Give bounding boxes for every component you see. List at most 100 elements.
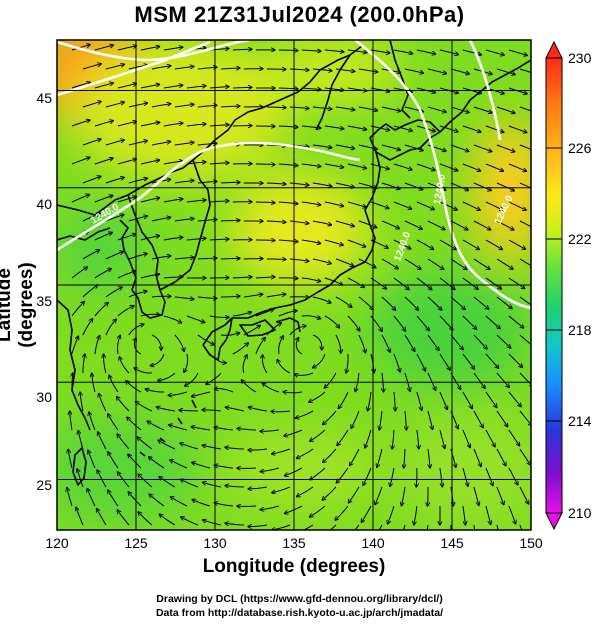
streamline xyxy=(214,465,233,469)
streamline xyxy=(473,182,492,191)
x-tick-labels: 120 125 130 135 140 145 150 xyxy=(45,535,543,551)
credit-data-source: Data from http://database.rish.kyoto-u.a… xyxy=(155,607,444,619)
streamline xyxy=(414,505,418,525)
streamline xyxy=(197,334,215,345)
streamline xyxy=(94,302,109,317)
streamline xyxy=(67,488,73,507)
streamline xyxy=(237,428,256,430)
streamline xyxy=(105,287,122,298)
streamline xyxy=(140,236,160,241)
streamline xyxy=(301,277,321,282)
streamline xyxy=(151,256,171,260)
streamline xyxy=(119,357,130,374)
streamline xyxy=(68,449,73,469)
x-axis-label: Longitude (degrees) xyxy=(202,556,386,577)
streamlines xyxy=(67,45,531,530)
streamline xyxy=(127,417,142,431)
streamline xyxy=(439,239,457,250)
streamline xyxy=(450,144,469,151)
colorbar-label: 218 xyxy=(568,322,592,338)
colorbar-top-triangle xyxy=(545,40,563,59)
streamline xyxy=(310,467,326,480)
streamline xyxy=(519,334,531,348)
streamline xyxy=(202,410,221,411)
x-tick-label: 120 xyxy=(45,535,69,551)
streamline xyxy=(197,181,217,183)
streamline xyxy=(485,239,503,250)
streamline xyxy=(358,220,377,228)
streamline xyxy=(181,517,199,526)
streamline xyxy=(209,163,229,164)
streamline xyxy=(381,296,396,310)
x-tick-label: 135 xyxy=(282,535,306,551)
streamline xyxy=(496,106,515,113)
streamline xyxy=(370,201,389,208)
streamline xyxy=(416,468,417,487)
streamline xyxy=(209,239,229,240)
streamline xyxy=(312,69,332,71)
streamline xyxy=(416,391,422,411)
streamline xyxy=(170,497,188,507)
chart-title: MSM 21Z31Jul2024 (200.0hPa) xyxy=(134,2,465,27)
streamline xyxy=(170,460,188,469)
streamline xyxy=(390,467,395,487)
streamline xyxy=(159,514,176,526)
streamline xyxy=(168,391,188,395)
streamline xyxy=(163,123,183,127)
grid xyxy=(57,40,531,530)
streamline xyxy=(140,274,160,279)
streamline xyxy=(462,201,480,210)
streamline xyxy=(379,410,383,430)
colorbar-label: 226 xyxy=(568,140,592,156)
streamline xyxy=(117,510,130,526)
streamline xyxy=(197,67,217,69)
streamline xyxy=(485,277,502,289)
streamline xyxy=(134,338,142,355)
streamline xyxy=(117,434,130,450)
streamline xyxy=(462,163,481,171)
streamline xyxy=(99,393,107,412)
streamline xyxy=(404,296,419,310)
streamline xyxy=(97,508,107,526)
y-tick-label: 40 xyxy=(36,196,52,212)
streamline xyxy=(347,315,360,331)
streamline xyxy=(405,410,407,430)
streamline xyxy=(186,315,205,323)
streamline xyxy=(98,432,107,450)
streamline xyxy=(508,391,521,407)
streamline xyxy=(255,240,275,241)
streamline xyxy=(508,49,528,56)
streamline xyxy=(225,447,244,449)
streamline xyxy=(255,337,265,355)
streamline xyxy=(324,315,340,328)
streamline xyxy=(450,334,463,350)
streamline xyxy=(118,335,121,355)
colorbar-label: 222 xyxy=(568,231,592,247)
streamline xyxy=(462,353,475,369)
streamline xyxy=(220,258,240,259)
streamline xyxy=(462,277,478,290)
streamline xyxy=(324,201,344,206)
streamline xyxy=(312,144,332,148)
credit-dcl: Drawing by DCL (https://www.gfd-dennou.o… xyxy=(156,593,443,605)
colorbar-gradient xyxy=(545,57,563,514)
streamline xyxy=(301,126,321,128)
streamline xyxy=(192,462,211,469)
streamline xyxy=(94,232,113,241)
streamline xyxy=(393,239,411,249)
streamline xyxy=(508,429,520,446)
streamline xyxy=(105,64,125,70)
streamline xyxy=(117,396,130,412)
streamline xyxy=(163,85,183,89)
streamline xyxy=(94,195,113,203)
streamline xyxy=(209,87,229,88)
streamline xyxy=(266,221,286,222)
streamline xyxy=(496,68,515,75)
streamline xyxy=(496,220,514,230)
y-tick-labels: 25 30 35 40 45 xyxy=(36,90,52,493)
streamline xyxy=(439,49,459,55)
streamline xyxy=(312,334,322,350)
streamline xyxy=(108,414,119,431)
streamline xyxy=(358,334,366,353)
streamline xyxy=(151,66,171,70)
